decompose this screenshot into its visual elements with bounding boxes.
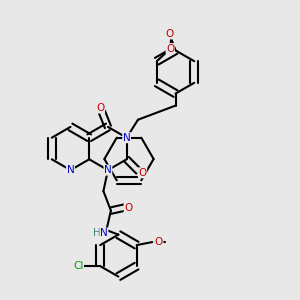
Text: N: N — [123, 133, 130, 143]
Text: N: N — [67, 165, 74, 175]
Text: O: O — [138, 168, 147, 178]
Text: O: O — [165, 29, 174, 39]
Text: O: O — [124, 202, 132, 213]
Text: N: N — [104, 165, 112, 175]
Text: O: O — [166, 44, 174, 54]
Text: N: N — [100, 228, 108, 238]
Text: H: H — [93, 228, 101, 238]
Text: Cl: Cl — [73, 261, 83, 271]
Text: O: O — [155, 237, 163, 247]
Text: O: O — [96, 103, 104, 113]
